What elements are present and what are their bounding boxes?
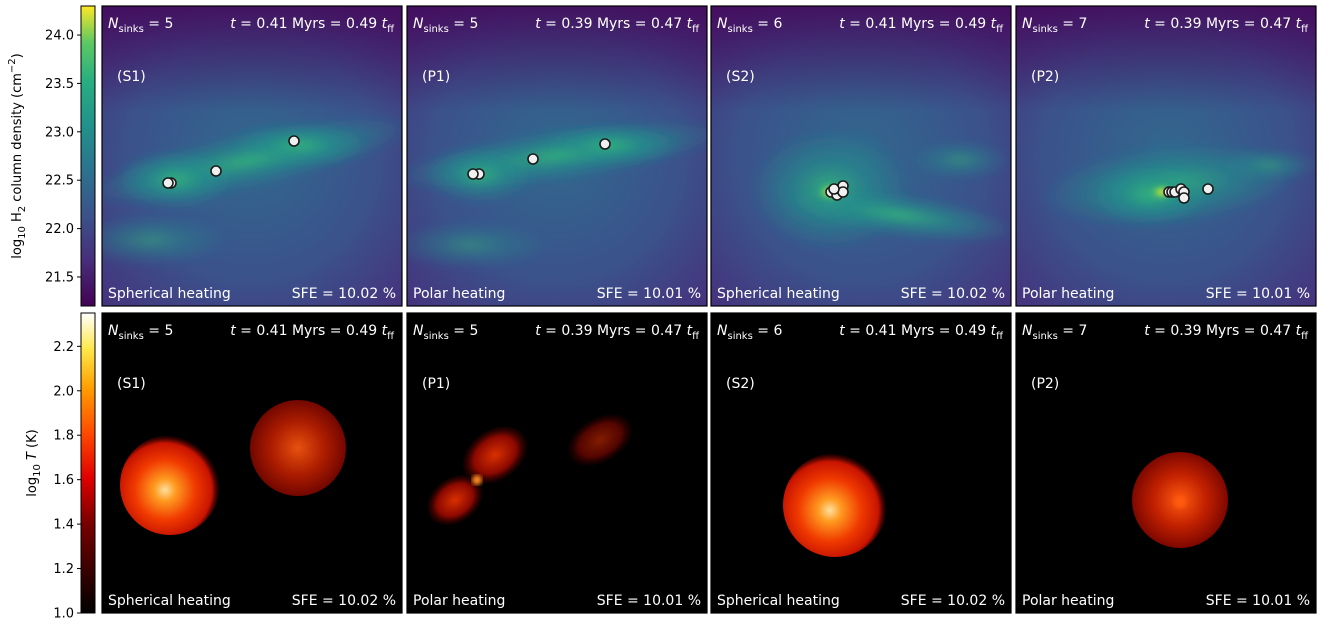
colorbar-density-ticks: 21.5 22.0 22.5 23.0 23.5 24.0 xyxy=(45,29,81,285)
sfe-label: SFE = 10.01 % xyxy=(597,593,701,609)
colorbar-tick-label: 1.4 xyxy=(53,518,74,533)
heating-label: Spherical heating xyxy=(717,286,840,302)
run-label: (S2) xyxy=(726,376,755,392)
run-label: (S1) xyxy=(117,69,146,85)
heated-lobe-upper xyxy=(462,426,528,484)
heating-label: Spherical heating xyxy=(108,286,231,302)
panel-annotations: Nsinks = 5 t = 0.41 Myrs = 0.49 tff (S1) Sp… xyxy=(108,16,1310,609)
time-label: t = 0.41 Myrs = 0.49 tff xyxy=(839,323,1004,342)
sink-particle xyxy=(828,183,840,195)
time-label: t = 0.39 Myrs = 0.47 tff xyxy=(1144,16,1309,35)
sink-particle xyxy=(210,165,222,177)
sfe-label: SFE = 10.02 % xyxy=(901,286,1005,302)
colorbar-tick-label: 23.0 xyxy=(45,125,74,140)
colorbar-tick-label: 1.0 xyxy=(53,607,74,622)
panel-annotation-group: Nsinks = 5 t = 0.39 Myrs = 0.47 tff (P1) Po… xyxy=(413,16,701,302)
sink-particle xyxy=(1202,183,1214,195)
heated-bubble xyxy=(783,453,887,557)
time-label: t = 0.41 Myrs = 0.49 tff xyxy=(230,16,395,35)
nsinks-label: Nsinks = 7 xyxy=(1022,16,1087,35)
run-label: (S1) xyxy=(117,376,146,392)
sink-particle xyxy=(527,153,539,165)
heating-label: Spherical heating xyxy=(108,593,231,609)
sfe-label: SFE = 10.01 % xyxy=(597,286,701,302)
run-label: (P1) xyxy=(422,69,450,85)
colorbar-tick-label: 22.5 xyxy=(45,174,74,189)
panel-annotation-group: Nsinks = 7 t = 0.39 Myrs = 0.47 tff (P2) Po… xyxy=(1022,323,1310,609)
sfe-label: SFE = 10.01 % xyxy=(1206,593,1310,609)
panel-annotation-group: Nsinks = 5 t = 0.39 Myrs = 0.47 tff (P1) Po… xyxy=(413,323,701,609)
sfe-label: SFE = 10.01 % xyxy=(1206,286,1310,302)
heated-bubble-small xyxy=(250,400,346,496)
sink-particles xyxy=(162,135,1214,204)
density-panel-s2 xyxy=(711,6,1011,306)
nsinks-label: Nsinks = 7 xyxy=(1022,323,1087,342)
time-label: t = 0.39 Myrs = 0.47 tff xyxy=(1144,323,1309,342)
temperature-panel-p1 xyxy=(407,313,707,613)
nsinks-label: Nsinks = 5 xyxy=(108,323,173,342)
time-label: t = 0.41 Myrs = 0.49 tff xyxy=(839,16,1004,35)
colorbar-temperature: 1.0 1.2 1.4 1.6 1.8 2.0 2.2 log10 T (K) xyxy=(25,312,96,622)
sfe-label: SFE = 10.02 % xyxy=(292,593,396,609)
time-label: t = 0.39 Myrs = 0.47 tff xyxy=(535,323,700,342)
colorbar-density-label: log10 H2 column density (cm−2) xyxy=(7,53,28,259)
sfe-label: SFE = 10.02 % xyxy=(292,286,396,302)
colorbar-tick-label: 1.2 xyxy=(53,562,74,577)
density-panel-p2 xyxy=(1016,6,1316,306)
panel-annotation-group: Nsinks = 5 t = 0.41 Myrs = 0.49 tff (S1) Sp… xyxy=(108,323,396,609)
sink-particle xyxy=(162,177,174,189)
sink-particle xyxy=(1178,192,1190,204)
colorbar-density-bar xyxy=(80,5,96,307)
heating-label: Polar heating xyxy=(1022,593,1114,609)
colorbar-tick-label: 1.6 xyxy=(53,473,74,488)
colorbar-tick-label: 24.0 xyxy=(45,29,74,44)
colorbar-tick-label: 2.0 xyxy=(53,384,74,399)
heating-label: Spherical heating xyxy=(717,593,840,609)
heated-bubble-large xyxy=(120,435,220,535)
density-panel-s1 xyxy=(102,6,402,306)
colorbar-tick-label: 21.5 xyxy=(45,270,74,285)
colorbar-temperature-ticks: 1.0 1.2 1.4 1.6 1.8 2.0 2.2 xyxy=(53,340,81,622)
heating-label: Polar heating xyxy=(1022,286,1114,302)
temperature-panel-s1 xyxy=(102,313,402,613)
sink-particle xyxy=(467,168,479,180)
colorbar-tick-label: 2.2 xyxy=(53,340,74,355)
colorbar-density: 21.5 22.0 22.5 23.0 23.5 24.0 log10 H2 column… xyxy=(7,5,96,307)
panel-annotation-group: Nsinks = 5 t = 0.41 Myrs = 0.49 tff (S1) Sp… xyxy=(108,16,396,302)
panel-annotation-group: Nsinks = 6 t = 0.41 Myrs = 0.49 tff (S2) Sp… xyxy=(717,16,1005,302)
panel-annotation-group: Nsinks = 6 t = 0.41 Myrs = 0.49 tff (S2) Sp… xyxy=(717,323,1005,609)
colorbar-tick-label: 23.5 xyxy=(45,77,74,92)
run-label: (S2) xyxy=(726,69,755,85)
nsinks-label: Nsinks = 5 xyxy=(413,323,478,342)
colorbar-tick-label: 22.0 xyxy=(45,222,74,237)
heated-lobe-lower xyxy=(427,475,483,525)
run-label: (P2) xyxy=(1031,69,1059,85)
heating-label: Polar heating xyxy=(413,593,505,609)
sfe-label: SFE = 10.02 % xyxy=(901,593,1005,609)
time-label: t = 0.41 Myrs = 0.49 tff xyxy=(230,323,395,342)
heating-label: Polar heating xyxy=(413,286,505,302)
panel-frames xyxy=(101,5,1317,614)
colorbar-temperature-bar xyxy=(80,312,96,614)
colorbar-tick-label: 1.8 xyxy=(53,429,74,444)
nsinks-label: Nsinks = 5 xyxy=(413,16,478,35)
colorbar-temperature-label: log10 T (K) xyxy=(25,429,43,496)
temperature-panel-s2 xyxy=(711,313,1011,613)
nsinks-label: Nsinks = 6 xyxy=(717,323,782,342)
run-label: (P2) xyxy=(1031,376,1059,392)
heated-lobe-faint xyxy=(567,414,633,466)
panel-annotation-group: Nsinks = 7 t = 0.39 Myrs = 0.47 tff (P2) Po… xyxy=(1022,16,1310,302)
nsinks-label: Nsinks = 6 xyxy=(717,16,782,35)
sink-particle xyxy=(288,135,300,147)
density-panel-p1 xyxy=(407,6,707,306)
time-label: t = 0.39 Myrs = 0.47 tff xyxy=(535,16,700,35)
run-label: (P1) xyxy=(422,376,450,392)
temperature-panel-p2 xyxy=(1016,313,1316,613)
nsinks-label: Nsinks = 5 xyxy=(108,16,173,35)
sink-particle xyxy=(599,138,611,150)
